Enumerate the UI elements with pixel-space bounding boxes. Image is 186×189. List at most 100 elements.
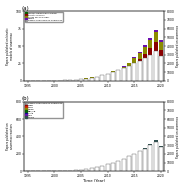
Bar (90, 77, 94, 78)
Bar (159, 147, 163, 171)
Bar (138, 165, 142, 171)
Bar (143, 156, 147, 159)
Bar (127, 158, 131, 159)
Bar (127, 159, 131, 160)
X-axis label: Time (Year): Time (Year) (83, 179, 105, 184)
Bar (84, 79, 88, 81)
Bar (154, 30, 158, 32)
Bar (132, 158, 136, 160)
Bar (90, 170, 94, 171)
Bar (148, 40, 152, 48)
Bar (138, 158, 142, 161)
Bar (132, 154, 136, 171)
Bar (100, 170, 104, 171)
Bar (159, 150, 163, 152)
Bar (154, 142, 158, 144)
Bar (154, 142, 158, 171)
Bar (100, 168, 104, 169)
Bar (116, 162, 120, 163)
Bar (68, 80, 72, 81)
Bar (116, 168, 120, 171)
Bar (148, 55, 152, 81)
Bar (148, 146, 152, 148)
Bar (127, 162, 131, 164)
Bar (111, 164, 115, 165)
Bar (122, 70, 126, 80)
Bar (138, 52, 142, 53)
Bar (138, 79, 142, 81)
Bar (90, 168, 94, 171)
Bar (79, 170, 83, 171)
Bar (95, 168, 99, 169)
Bar (95, 169, 99, 170)
Bar (159, 152, 163, 155)
Bar (122, 162, 126, 163)
Bar (100, 77, 104, 81)
Bar (116, 163, 120, 164)
Bar (159, 42, 163, 50)
Bar (138, 154, 142, 156)
Bar (154, 155, 158, 162)
Bar (79, 79, 83, 81)
Bar (143, 45, 147, 47)
Bar (127, 64, 131, 67)
Bar (127, 160, 131, 162)
Bar (154, 162, 158, 171)
Bar (122, 66, 126, 67)
Bar (138, 153, 142, 154)
Bar (138, 156, 142, 158)
Bar (95, 170, 99, 171)
Y-axis label: Papers published on
anammox reactors: Papers published on anammox reactors (6, 123, 14, 150)
Bar (95, 167, 99, 171)
Bar (127, 167, 131, 171)
Bar (111, 72, 115, 81)
Bar (106, 166, 110, 167)
Bar (127, 157, 131, 158)
Bar (122, 67, 126, 70)
Bar (111, 167, 115, 169)
Bar (159, 79, 163, 81)
Bar (132, 166, 136, 171)
Legend: Papers published on anammox, SBBR, CSTR, MBBR, RBC/FB, UASB, MBR, others: Papers published on anammox, SBBR, CSTR,… (25, 102, 62, 119)
Bar (122, 159, 126, 171)
Bar (138, 151, 142, 171)
Bar (159, 155, 163, 159)
Bar (127, 80, 131, 81)
Bar (159, 146, 163, 149)
Bar (122, 161, 126, 162)
Bar (116, 70, 120, 72)
Bar (111, 165, 115, 166)
Bar (100, 75, 104, 81)
Bar (95, 77, 99, 81)
Bar (143, 79, 147, 81)
Bar (84, 170, 88, 171)
Bar (122, 163, 126, 165)
Bar (111, 73, 115, 80)
Bar (148, 163, 152, 171)
Bar (159, 149, 163, 150)
Y-axis label: Papers published on kinetic
models of anammox: Papers published on kinetic models of an… (6, 27, 14, 65)
Bar (106, 74, 110, 81)
Bar (132, 58, 136, 63)
Bar (159, 164, 163, 171)
Bar (116, 166, 120, 168)
Bar (84, 78, 88, 79)
Text: (b): (b) (22, 96, 29, 101)
Bar (127, 66, 131, 81)
Bar (143, 149, 147, 171)
Bar (148, 157, 152, 163)
Bar (132, 160, 136, 162)
Bar (132, 154, 136, 156)
Bar (106, 75, 110, 81)
Bar (154, 32, 158, 42)
Bar (154, 150, 158, 155)
Bar (74, 80, 78, 81)
Bar (90, 169, 94, 170)
Bar (159, 40, 163, 42)
Bar (132, 57, 136, 58)
Bar (143, 164, 147, 171)
Bar (100, 167, 104, 168)
Bar (154, 42, 158, 78)
Bar (138, 53, 142, 59)
Bar (138, 161, 142, 165)
